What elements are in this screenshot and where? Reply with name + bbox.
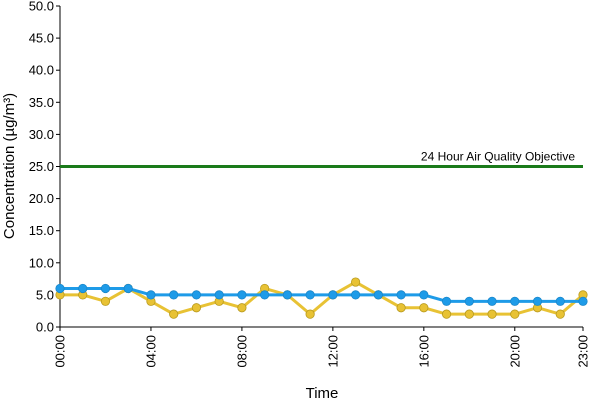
- y-tick-label: 50.0: [29, 0, 54, 14]
- series-1-point: [464, 309, 474, 319]
- x-tick-label: 23:00: [576, 335, 591, 368]
- series-2-point: [214, 290, 224, 300]
- series-2: [55, 283, 588, 306]
- series-2-point: [555, 296, 565, 306]
- series-2-point: [578, 296, 588, 306]
- x-tick-label: 08:00: [234, 335, 249, 368]
- air-quality-objective-label: 24 Hour Air Quality Objective: [421, 150, 575, 164]
- y-axis-ticks: 0.0 5.0 10.0 15.0 20.0 25.0 30.0 35.0 40.0 45.0 50…: [29, 0, 60, 335]
- y-tick-label: 40.0: [29, 63, 54, 78]
- x-tick-label: 16:00: [416, 335, 431, 368]
- x-tick-label: 20:00: [507, 335, 522, 368]
- series-1: [55, 277, 588, 319]
- series-2-point: [396, 290, 406, 300]
- series-1-point: [510, 309, 520, 319]
- series-1-point: [351, 277, 361, 287]
- x-tick-label: 12:00: [325, 335, 340, 368]
- x-axis-ticks: 00:00 04:00 08:00 12:00 16:00 20:00 23:00: [53, 327, 591, 368]
- x-axis-title: Time: [306, 385, 339, 400]
- y-tick-label: 15.0: [29, 223, 54, 238]
- series-1-point: [396, 303, 406, 313]
- y-tick-label: 5.0: [36, 287, 54, 302]
- series-1-point: [237, 303, 247, 313]
- series-1-point: [169, 309, 179, 319]
- series-2-point: [305, 290, 315, 300]
- y-tick-label: 10.0: [29, 255, 54, 270]
- series-2-point: [487, 296, 497, 306]
- reference-line-group: 24 Hour Air Quality Objective: [60, 150, 583, 168]
- series-2-point: [373, 290, 383, 300]
- series-1-point: [191, 303, 202, 313]
- series-2-point: [510, 296, 520, 306]
- y-axis-title: Concentration (µg/m³): [1, 93, 18, 239]
- y-tick-label: 35.0: [29, 95, 54, 110]
- series-1-point: [441, 309, 452, 319]
- y-tick-label: 25.0: [29, 159, 54, 174]
- y-tick-label: 0.0: [36, 320, 54, 335]
- y-tick-label: 30.0: [29, 127, 54, 142]
- series-2-point: [169, 290, 179, 300]
- x-tick-label: 00:00: [53, 335, 68, 368]
- series-1-line: [58, 280, 585, 316]
- series-2-point: [55, 283, 65, 294]
- series-1-point: [305, 309, 315, 319]
- series-2-point: [464, 296, 474, 306]
- series-2-point: [146, 290, 156, 300]
- series-2-point: [419, 290, 429, 300]
- series-2-point: [282, 290, 292, 300]
- series-2-point: [351, 290, 361, 300]
- series-2-point: [441, 296, 452, 306]
- series-2-point: [328, 290, 338, 300]
- series-2-point: [532, 296, 543, 306]
- series-2-point: [260, 290, 270, 300]
- series-1-point: [555, 309, 565, 319]
- y-tick-label: 20.0: [29, 191, 54, 206]
- series-2-point: [191, 290, 202, 300]
- series-1-point: [487, 309, 497, 319]
- series-group: [55, 277, 588, 319]
- series-2-point: [100, 283, 111, 294]
- x-tick-label: 04:00: [143, 335, 158, 368]
- series-1-point: [100, 296, 111, 306]
- y-tick-label: 45.0: [29, 31, 54, 46]
- series-2-point: [237, 290, 247, 300]
- series-2-point: [123, 283, 133, 294]
- series-2-point: [78, 283, 88, 294]
- series-1-point: [419, 303, 429, 313]
